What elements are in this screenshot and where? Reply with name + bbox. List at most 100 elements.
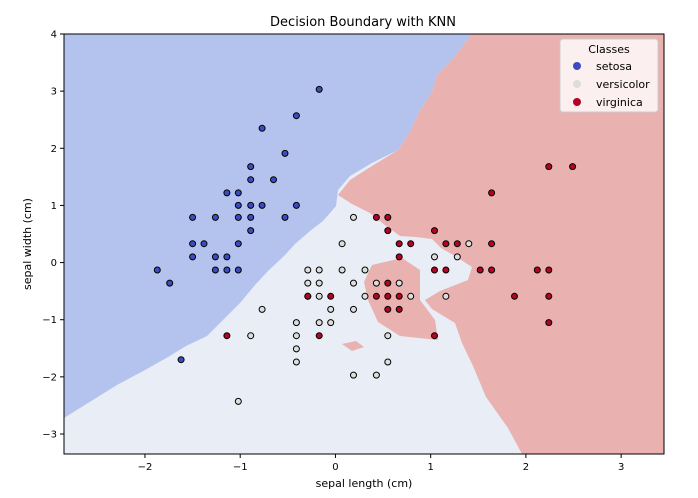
legend: Classes setosa versicolor virginica (559, 38, 659, 113)
point-setosa-17 (281, 213, 289, 221)
point-versicolor-21 (258, 305, 266, 313)
point-versicolor-9 (350, 279, 357, 287)
point-versicolor-16 (361, 292, 369, 300)
point-setosa-19 (189, 240, 197, 248)
point-versicolor-11 (315, 279, 323, 287)
point-setosa-7 (223, 189, 231, 197)
point-setosa-15 (234, 213, 242, 221)
point-versicolor-19 (327, 305, 335, 313)
point-setosa-10 (258, 201, 266, 209)
point-versicolor-5 (361, 266, 369, 274)
legend-marker-virginica (573, 98, 581, 106)
point-setosa-9 (292, 201, 300, 209)
point-versicolor-4 (431, 253, 438, 261)
point-versicolor-0 (350, 213, 357, 221)
x-tick-label: 0 (332, 462, 338, 473)
point-setosa-16 (247, 213, 255, 221)
point-versicolor-23 (315, 319, 323, 327)
point-virginica-0 (545, 163, 553, 171)
y-axis-label: sepal width (cm) (21, 198, 34, 290)
point-setosa-11 (247, 201, 255, 209)
point-setosa-30 (177, 356, 185, 364)
x-tick-label: 1 (427, 462, 433, 473)
point-virginica-30 (223, 332, 231, 340)
y-tick-label: 2 (51, 144, 57, 155)
point-virginica-13 (431, 266, 438, 274)
point-setosa-28 (234, 266, 242, 274)
point-versicolor-33 (234, 397, 242, 405)
point-versicolor-26 (247, 332, 255, 340)
y-tick-label: −2 (42, 372, 57, 383)
point-setosa-24 (223, 253, 231, 261)
point-virginica-21 (372, 292, 380, 300)
y-tick-label: 1 (51, 201, 57, 212)
point-setosa-26 (211, 266, 219, 274)
point-virginica-31 (315, 332, 323, 340)
legend-label-versicolor: versicolor (596, 78, 650, 91)
point-versicolor-32 (372, 371, 380, 379)
point-versicolor-18 (442, 292, 450, 300)
point-versicolor-20 (350, 305, 357, 313)
point-setosa-8 (234, 189, 242, 197)
point-versicolor-22 (292, 319, 300, 327)
x-tick-label: −2 (138, 462, 153, 473)
point-virginica-7 (395, 240, 403, 248)
point-setosa-5 (270, 176, 277, 184)
point-setosa-1 (292, 112, 300, 120)
x-axis-label: sepal length (cm) (316, 477, 413, 490)
legend-box (559, 38, 659, 113)
point-virginica-26 (327, 292, 335, 300)
point-setosa-21 (234, 240, 242, 248)
point-virginica-24 (511, 292, 518, 300)
point-virginica-16 (488, 266, 496, 274)
point-versicolor-12 (372, 279, 380, 287)
point-versicolor-30 (384, 358, 392, 366)
point-versicolor-8 (304, 266, 312, 274)
x-tick-label: −1 (233, 462, 248, 473)
point-versicolor-10 (304, 279, 312, 287)
y-tick-label: −1 (42, 315, 57, 326)
point-virginica-4 (384, 213, 392, 221)
point-setosa-12 (234, 201, 242, 209)
point-virginica-6 (384, 227, 392, 235)
point-virginica-2 (488, 189, 496, 197)
point-setosa-27 (223, 266, 231, 274)
point-versicolor-29 (292, 358, 300, 366)
y-ticks: −3 −2 −1 0 1 2 3 4 (42, 30, 64, 441)
point-virginica-17 (533, 266, 541, 274)
plot-frame (63, 33, 665, 455)
chart-title: Decision Boundary with KNN (270, 15, 456, 30)
y-tick-label: 4 (51, 30, 57, 41)
point-versicolor-2 (453, 253, 461, 261)
region-setosa (64, 34, 472, 418)
point-setosa-29 (166, 279, 174, 287)
point-setosa-20 (200, 240, 208, 248)
scatter-points (153, 85, 577, 405)
point-versicolor-7 (315, 266, 323, 274)
point-virginica-12 (395, 253, 403, 261)
point-virginica-29 (545, 319, 553, 327)
legend-label-virginica: virginica (596, 96, 643, 109)
point-setosa-18 (247, 227, 255, 235)
point-setosa-3 (281, 149, 289, 157)
legend-label-setosa: setosa (596, 60, 632, 73)
y-tick-label: 3 (51, 87, 57, 98)
point-setosa-0 (315, 85, 323, 93)
point-versicolor-27 (384, 332, 392, 340)
legend-title: Classes (588, 43, 630, 56)
point-virginica-28 (395, 305, 403, 313)
point-virginica-3 (372, 213, 380, 221)
y-tick-label: 0 (51, 258, 57, 269)
point-versicolor-24 (327, 319, 335, 327)
point-versicolor-31 (350, 371, 357, 379)
point-setosa-22 (189, 253, 197, 261)
x-ticks: −2 −1 0 1 2 3 (138, 454, 624, 473)
point-versicolor-13 (395, 279, 403, 287)
point-versicolor-3 (465, 240, 473, 248)
legend-marker-setosa (573, 62, 581, 70)
point-virginica-25 (545, 292, 553, 300)
point-virginica-14 (442, 266, 450, 274)
legend-marker-versicolor (573, 80, 581, 88)
point-virginica-11 (488, 240, 496, 248)
